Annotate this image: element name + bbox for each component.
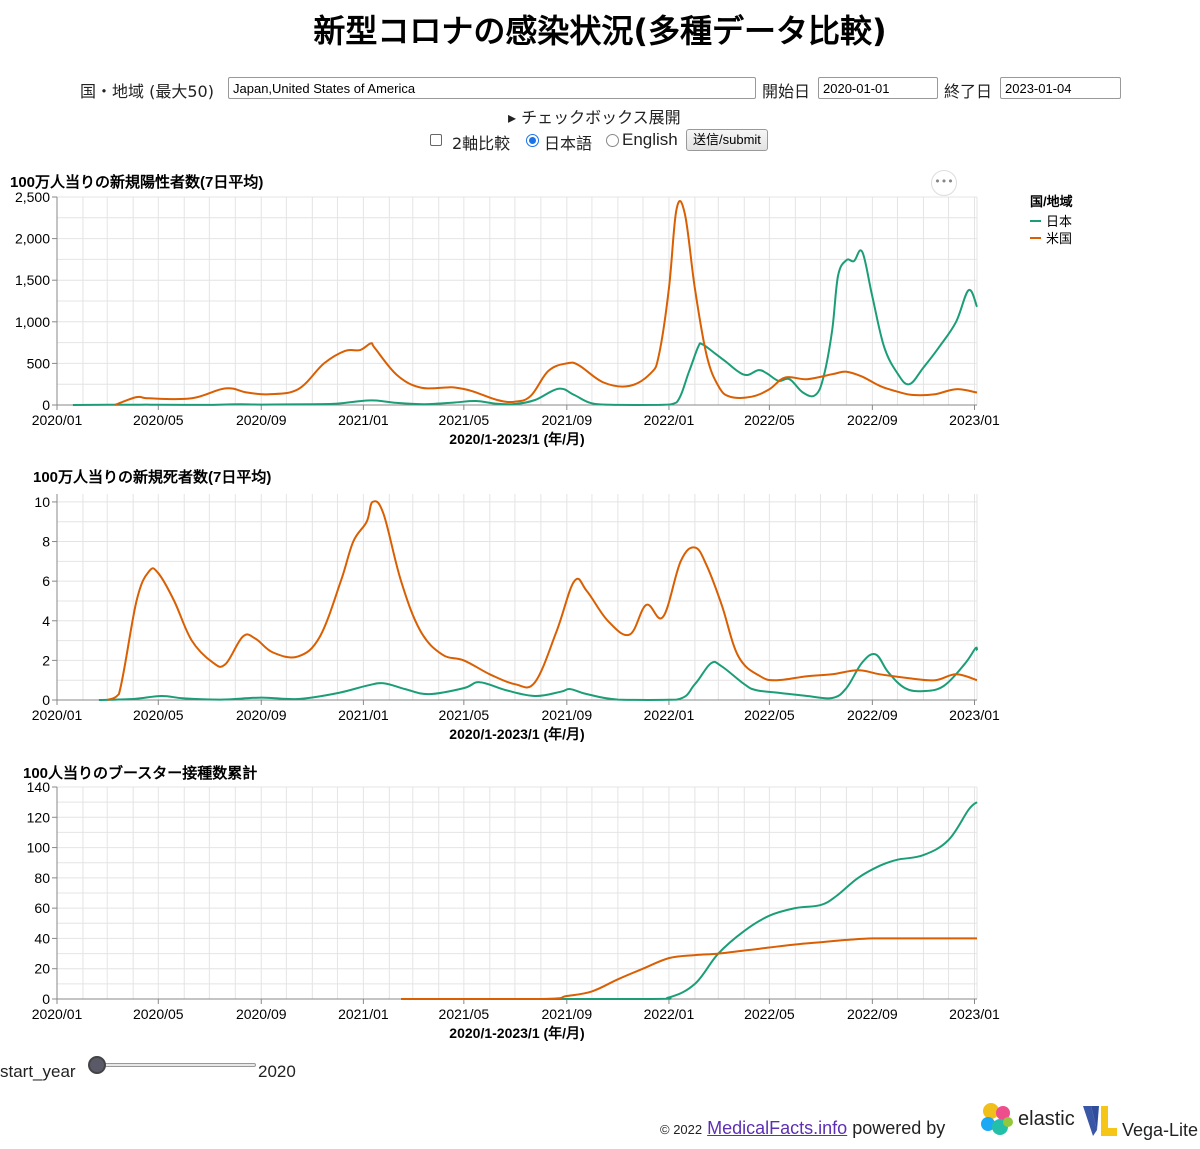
y-tick-label: 1,500 [15, 272, 50, 288]
x-tick-label: 2023/01 [949, 412, 1000, 428]
x-tick-label: 2022/05 [744, 1006, 795, 1022]
start-date-input[interactable] [818, 77, 938, 99]
series-line-japan [72, 249, 978, 406]
x-tick-label: 2021/05 [439, 412, 490, 428]
region-input[interactable] [228, 77, 756, 99]
x-tick-label: 2021/05 [439, 707, 490, 723]
lang-en-label: English [622, 130, 678, 149]
x-tick-label: 2022/05 [744, 707, 795, 723]
chart-2: 100万人当りの新規死者数(7日平均) 0 2 4 6 8 10 2020/01 2020/05… [32, 468, 1000, 742]
charts-canvas: 国/地域 日本 米国 100万人当りの新規陽性者数(7日平均) 0 500 1,000… [10, 173, 1073, 1041]
y-tick-label: 0 [42, 692, 50, 708]
start-year-slider-track[interactable] [96, 1063, 256, 1067]
x-tick-label: 2021/01 [338, 707, 389, 723]
y-tick-label: 140 [27, 779, 51, 795]
x-tick-label: 2021/09 [542, 1006, 593, 1022]
x-tick-label: 2022/09 [847, 412, 898, 428]
y-tick-label: 0 [42, 991, 50, 1007]
x-tick-label: 2020/05 [133, 1006, 184, 1022]
copyright-text: © 2022 [660, 1122, 703, 1137]
series-line-japan [401, 801, 978, 1000]
y-tick-label: 120 [27, 809, 51, 825]
series-line-japan [98, 646, 978, 701]
x-tick-label: 2023/01 [949, 707, 1000, 723]
slider-label: start_year [0, 1062, 76, 1081]
y-tick-label: 8 [42, 534, 50, 550]
slider-value: 2020 [258, 1062, 296, 1081]
legend: 国/地域 日本 米国 [1030, 194, 1073, 246]
chart-title: 100人当りのブースター接種数累計 [23, 764, 257, 782]
end-date-label: 終了日 [944, 82, 993, 101]
chart-title: 100万人当りの新規陽性者数(7日平均) [10, 173, 263, 191]
x-tick-label: 2020/01 [32, 707, 83, 723]
y-tick-label: 2,000 [15, 231, 50, 247]
x-tick-label: 2022/09 [847, 1006, 898, 1022]
region-label: 国・地域 (最大50) [80, 82, 214, 101]
x-tick-label: 2022/01 [644, 1006, 695, 1022]
elastic-logo-icon[interactable] [978, 1100, 1016, 1138]
series-line-usa [106, 500, 978, 701]
legend-item-usa: 米国 [1046, 231, 1072, 246]
lang-en-radio[interactable] [606, 134, 619, 147]
legend-title: 国/地域 [1030, 194, 1073, 209]
chart-actions-icon[interactable]: ••• [931, 170, 957, 196]
y-tick-label: 100 [27, 840, 51, 856]
x-tick-label: 2020/01 [32, 1006, 83, 1022]
y-tick-label: 2 [42, 652, 50, 668]
x-tick-label: 2020/09 [236, 1006, 287, 1022]
x-tick-label: 2021/05 [439, 1006, 490, 1022]
x-tick-label: 2022/01 [644, 707, 695, 723]
start-year-slider-handle[interactable] [88, 1056, 106, 1074]
y-tick-label: 500 [27, 355, 51, 371]
x-tick-label: 2020/05 [133, 412, 184, 428]
x-tick-label: 2022/09 [847, 707, 898, 723]
end-date-input[interactable] [1000, 77, 1121, 99]
legend-item-japan: 日本 [1046, 214, 1072, 229]
y-tick-label: 0 [42, 397, 50, 413]
checkbox-expand-toggle[interactable]: ▸ チェックボックス展開 [508, 108, 681, 127]
x-tick-label: 2021/01 [338, 1006, 389, 1022]
x-tick-label: 2021/09 [542, 412, 593, 428]
x-tick-label: 2020/05 [133, 707, 184, 723]
x-tick-label: 2022/01 [644, 412, 695, 428]
start-date-label: 開始日 [762, 82, 811, 101]
dual-axis-label: 2軸比較 [452, 134, 511, 153]
y-tick-label: 10 [34, 494, 50, 510]
chart-3: 100人当りのブースター接種数累計 0 20 40 60 80 100 120 140 2020/… [23, 764, 1000, 1041]
dual-axis-checkbox[interactable] [430, 134, 442, 146]
x-tick-label: 2021/09 [542, 707, 593, 723]
vega-lite-logo-icon[interactable] [1083, 1104, 1119, 1138]
x-tick-label: 2021/01 [338, 412, 389, 428]
y-tick-label: 2,500 [15, 189, 50, 205]
x-tick-label: 2020/09 [236, 707, 287, 723]
footer: © 2022 MedicalFacts.info powered by [660, 1118, 945, 1139]
x-axis-title: 2020/1-2023/1 (年/月) [449, 431, 584, 447]
x-tick-label: 2023/01 [949, 1006, 1000, 1022]
chart-1: 100万人当りの新規陽性者数(7日平均) 0 500 1,000 1,500 2,000 2… [10, 173, 1000, 447]
powered-by-text: powered by [852, 1118, 946, 1138]
x-tick-label: 2022/05 [744, 412, 795, 428]
y-tick-label: 60 [34, 900, 50, 916]
elastic-label: elastic [1018, 1108, 1075, 1130]
x-axis-title: 2020/1-2023/1 (年/月) [449, 1025, 584, 1041]
lang-ja-radio[interactable] [526, 134, 539, 147]
page-title: 新型コロナの感染状況(多種データ比較) [313, 12, 887, 50]
medicalfacts-link[interactable]: MedicalFacts.info [707, 1118, 848, 1138]
y-tick-label: 20 [34, 961, 50, 977]
y-tick-label: 80 [34, 870, 50, 886]
series-line-usa [401, 937, 977, 1001]
y-tick-label: 1,000 [15, 314, 50, 330]
chart-title: 100万人当りの新規死者数(7日平均) [33, 468, 271, 486]
vega-lite-label: Vega-Lite [1122, 1120, 1199, 1140]
x-tick-label: 2020/01 [32, 412, 83, 428]
x-axis-title: 2020/1-2023/1 (年/月) [449, 726, 584, 742]
y-tick-label: 4 [42, 613, 50, 629]
y-tick-label: 6 [42, 573, 50, 589]
submit-button[interactable]: 送信/submit [686, 129, 768, 151]
series-line-usa [114, 200, 978, 406]
lang-ja-label: 日本語 [544, 134, 593, 153]
y-tick-label: 40 [34, 930, 50, 946]
x-tick-label: 2020/09 [236, 412, 287, 428]
